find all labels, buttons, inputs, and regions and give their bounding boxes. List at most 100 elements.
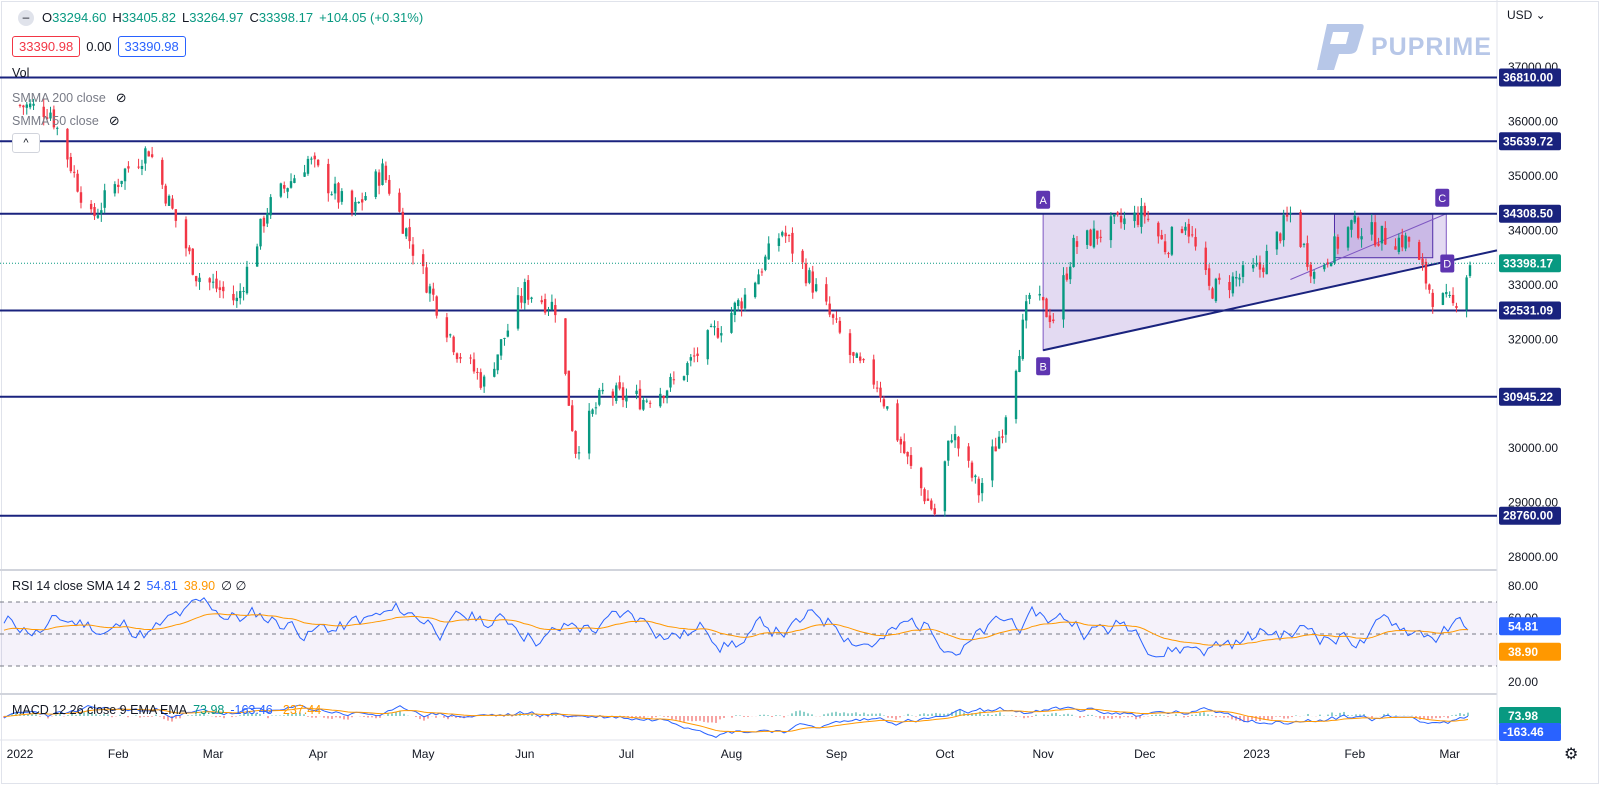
candle-body	[137, 166, 140, 168]
collapse-indicators-button[interactable]: ^	[12, 133, 40, 153]
candle-body	[625, 395, 628, 402]
candle-body	[852, 352, 855, 356]
candle-body	[1092, 228, 1096, 248]
candle-body	[144, 148, 147, 164]
candle-body	[455, 353, 459, 360]
smma50-legend[interactable]: SMMA 50 close ⊘	[12, 113, 120, 129]
level-price-label: 36810.00	[1503, 71, 1553, 85]
candle-body	[682, 376, 686, 381]
candle-body	[1421, 258, 1424, 265]
candle-body	[482, 376, 486, 387]
candle-body	[222, 286, 225, 292]
candle-body	[659, 393, 662, 407]
candle-body	[760, 271, 764, 273]
rsi-line	[3, 597, 1469, 658]
level-price-label: 28760.00	[1503, 509, 1553, 523]
candle-body	[811, 271, 814, 293]
candle-body	[96, 215, 100, 218]
price-tick-label: 33000.00	[1508, 278, 1558, 292]
candle-body	[22, 105, 25, 108]
candle-body	[980, 482, 984, 494]
candle-body	[1041, 296, 1045, 301]
macd-line	[3, 704, 1469, 738]
rsi-legend[interactable]: RSI 14 close SMA 14 2 54.81 38.90 ∅ ∅	[12, 578, 246, 593]
candles-group	[18, 98, 1472, 517]
collapse-legend-button[interactable]: –	[18, 10, 34, 26]
candle-body	[1218, 277, 1221, 280]
candle-body	[1445, 291, 1448, 295]
candle-body	[574, 431, 577, 454]
candle-body	[215, 278, 218, 289]
brand-logo-mark	[1317, 24, 1364, 70]
candle-body	[398, 192, 401, 212]
candle-body	[66, 128, 69, 160]
candle-body	[1170, 226, 1174, 255]
sell-price-button[interactable]: 33390.98	[12, 36, 81, 57]
buy-price-button[interactable]: 33390.98	[117, 36, 186, 57]
candle-body	[526, 280, 530, 300]
candle-body	[1099, 236, 1102, 238]
candle-body	[957, 436, 960, 449]
candle-body	[1187, 223, 1191, 237]
candle-body	[737, 300, 740, 307]
candle-body	[933, 508, 936, 515]
price-tick-label: 29000.00	[1508, 496, 1558, 510]
candle-body	[283, 185, 286, 189]
candle-body	[1251, 264, 1255, 269]
candle-body	[1258, 262, 1262, 270]
candle-body	[333, 183, 337, 194]
level-price-tag	[1499, 68, 1561, 87]
candle-body	[757, 274, 760, 285]
candle-body	[858, 356, 862, 361]
volume-legend[interactable]: Vol	[12, 66, 29, 80]
candle-body	[1401, 234, 1404, 248]
candle-body	[1353, 215, 1357, 223]
close-value: 33398.17	[258, 10, 314, 25]
candle-body	[286, 188, 289, 192]
settings-gear-icon[interactable]: ⚙	[1564, 746, 1579, 763]
candle-body	[1265, 250, 1268, 275]
candle-body	[1407, 236, 1411, 242]
candle-body	[872, 359, 875, 385]
candle-body	[428, 286, 432, 294]
candle-body	[638, 388, 642, 410]
time-tick-label: Nov	[1032, 747, 1053, 761]
time-tick-label: Feb	[108, 747, 129, 761]
currency-selector[interactable]: USD ⌄	[1507, 8, 1546, 22]
candle-body	[615, 385, 618, 401]
candle-body	[879, 387, 882, 398]
candle-body	[364, 195, 367, 201]
candle-body	[953, 433, 957, 441]
smma200-legend[interactable]: SMMA 200 close ⊘	[12, 90, 127, 106]
candle-body	[716, 328, 720, 338]
candle-body	[1001, 436, 1004, 438]
candle-body	[520, 295, 523, 303]
candle-body	[262, 217, 266, 227]
candle-body	[709, 325, 713, 327]
candle-body	[1279, 233, 1282, 242]
candle-body	[564, 318, 567, 374]
candle-body	[303, 172, 306, 177]
candle-body	[828, 303, 831, 315]
time-tick-label: May	[412, 747, 435, 761]
candle-body	[1235, 277, 1238, 279]
candle-body	[543, 299, 547, 313]
candle-body	[1455, 306, 1458, 308]
candle-body	[113, 184, 117, 194]
candle-body	[56, 127, 59, 129]
time-tick-label: 2022	[7, 747, 34, 761]
candle-body	[848, 333, 852, 355]
candle-body	[1441, 293, 1445, 305]
candle-body	[421, 254, 425, 267]
hidden-eye-icon[interactable]: ⊘	[108, 113, 120, 128]
macd-legend[interactable]: MACD 12 26 close 9 EMA EMA 73.98 -163.46 -2…	[12, 703, 321, 717]
level-price-tag	[1499, 132, 1561, 151]
hidden-eye-icon[interactable]: ⊘	[115, 90, 127, 105]
candle-body	[493, 368, 496, 377]
rsi-extra-value: ∅ ∅	[221, 579, 247, 593]
candle-body	[730, 312, 733, 333]
candle-body	[164, 185, 167, 204]
change-value: +104.05 (+0.31%)	[319, 10, 424, 25]
candle-body	[79, 192, 83, 203]
